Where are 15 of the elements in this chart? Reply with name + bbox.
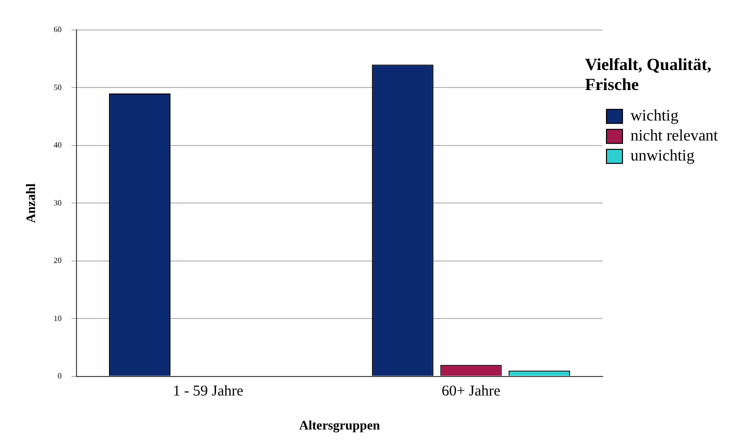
y-tick-label: 50 <box>54 82 62 92</box>
legend-label: unwichtig <box>630 148 694 165</box>
y-tick-label: 10 <box>54 314 62 323</box>
y-axis-title: Anzahl <box>23 182 38 224</box>
x-tick-label: 60+ Jahre <box>442 383 501 400</box>
legend-label: wichtig <box>630 108 678 125</box>
x-axis-title: Altersgruppen <box>299 418 381 433</box>
legend-label: nicht relevant <box>630 128 719 145</box>
legend-title: Vielfalt, Qualität, Frische <box>585 55 712 95</box>
y-tick-label: 60 <box>54 25 62 34</box>
y-tick-label: 0 <box>58 371 62 380</box>
x-tick-label: 1 - 59 Jahre <box>172 383 244 400</box>
y-tick-label: 30 <box>54 198 62 208</box>
y-tick-label: 20 <box>54 256 62 266</box>
y-tick-label: 40 <box>54 140 62 150</box>
